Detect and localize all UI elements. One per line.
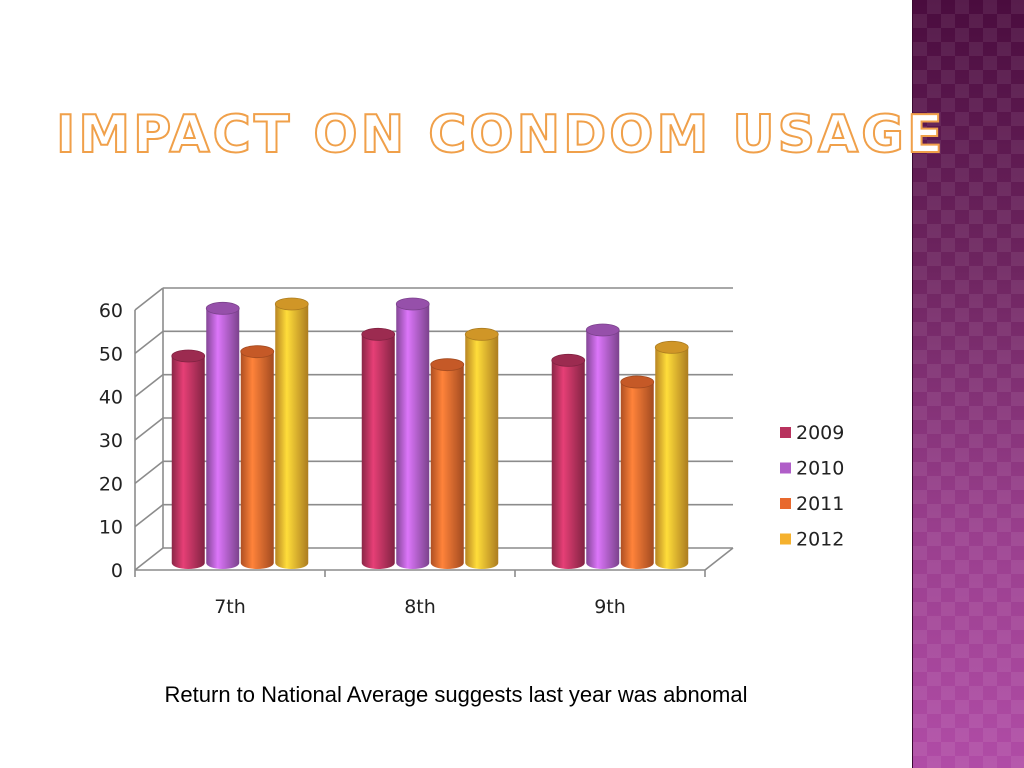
legend-label: 2009: [796, 422, 844, 444]
y-tick-label: 60: [99, 300, 123, 322]
legend-swatch: [780, 533, 791, 545]
bar-top-2011-7th: [240, 345, 275, 359]
grid-diagonal: [134, 417, 164, 441]
bar-chart: 0 10 20 30 40 50 60 7th 8th 9th 2009 2010 2011 2012: [99, 287, 844, 618]
x-tick-label: 8th: [404, 596, 436, 618]
grid-diagonal: [134, 374, 164, 398]
legend-label: 2011: [796, 493, 844, 515]
bar-top-2010-7th: [205, 301, 240, 315]
legend-swatch: [780, 498, 791, 509]
legend-swatch: [780, 427, 791, 438]
bar-2011-8th: [430, 364, 464, 569]
bar-top-2010-8th: [395, 297, 430, 311]
decorative-side-band: [912, 0, 1024, 768]
bar-top-2009-8th: [361, 327, 396, 341]
y-tick-label: 50: [99, 343, 123, 365]
grid-diagonal: [134, 504, 164, 528]
bar-top-2012-7th: [274, 297, 309, 311]
y-tick-label: 40: [99, 387, 123, 409]
y-tick-label: 0: [111, 560, 123, 582]
slide-title: Impact on Condom Usage: [55, 104, 946, 166]
slide-caption: Return to National Average suggests last…: [164, 682, 748, 707]
bar-2011-7th: [240, 351, 274, 569]
bar-2009-9th: [551, 360, 585, 569]
grid-diagonal: [134, 287, 164, 311]
bar-top-2012-9th: [654, 340, 689, 354]
y-tick-label: 20: [99, 473, 123, 495]
y-tick-label: 10: [99, 517, 123, 539]
bar-2010-8th: [396, 304, 430, 569]
bar-2010-9th: [586, 330, 620, 569]
bar-top-2011-8th: [430, 358, 465, 372]
legend-swatch: [780, 462, 791, 474]
legend-label: 2010: [796, 458, 844, 480]
bar-2009-7th: [171, 356, 205, 569]
grid-diagonal: [134, 547, 164, 571]
y-tick-label: 30: [99, 430, 123, 452]
bar-top-2009-9th: [551, 353, 586, 367]
grid-diagonal: [134, 330, 164, 354]
floor-edge: [704, 547, 734, 571]
bar-2010-7th: [206, 308, 240, 569]
x-tick-label: 7th: [214, 596, 246, 618]
bar-top-2011-9th: [620, 375, 655, 389]
legend-label: 2012: [796, 529, 844, 551]
x-tick-label: 9th: [594, 596, 626, 618]
bar-2009-8th: [361, 334, 395, 569]
grid-diagonal: [134, 460, 164, 484]
bar-2012-8th: [465, 334, 499, 569]
bar-top-2009-7th: [171, 349, 206, 363]
bar-2012-7th: [275, 304, 309, 569]
bar-top-2012-8th: [464, 327, 499, 341]
bar-2011-9th: [620, 382, 654, 569]
bar-top-2010-9th: [585, 323, 620, 337]
bar-2012-9th: [655, 347, 689, 569]
